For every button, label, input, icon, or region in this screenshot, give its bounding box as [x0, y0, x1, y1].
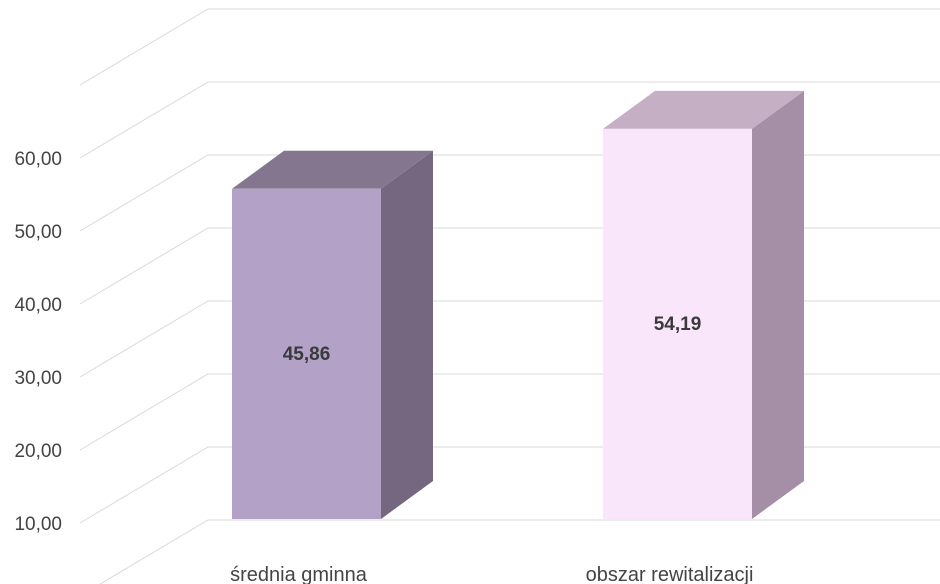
category-label: obszar rewitalizacji [586, 564, 754, 584]
gridlines [79, 8, 940, 584]
y-tick-label: 30,00 [14, 368, 62, 389]
data-label: 54,19 [654, 314, 702, 335]
x-axis-categories: średnia gminna obszar rewitalizacji [230, 564, 753, 584]
bar-side-face [752, 90, 804, 519]
category-label: średnia gminna [230, 564, 368, 584]
bar-side-face [381, 150, 433, 520]
gridline [99, 519, 940, 584]
gridline [79, 300, 940, 378]
data-label: 45,86 [283, 344, 331, 365]
y-tick-label: 50,00 [14, 222, 62, 243]
y-tick-label: 40,00 [14, 295, 62, 316]
y-tick-label: 10,00 [14, 514, 62, 535]
bar-top-face [232, 150, 433, 189]
gridline [79, 8, 940, 86]
bars: 45,86 54,19 [232, 90, 804, 520]
gridline [79, 373, 940, 451]
gridline [79, 81, 940, 159]
y-tick-label: 60,00 [14, 149, 62, 170]
bar-1: 54,19 [603, 90, 804, 519]
bar-top-face [603, 90, 804, 129]
bar-front-face [603, 128, 752, 519]
gridline [79, 446, 940, 524]
bar-0: 45,86 [232, 150, 433, 520]
gridline [79, 227, 940, 305]
gridline [79, 154, 940, 232]
y-tick-label: 20,00 [14, 441, 62, 462]
bar-front-face [232, 188, 381, 520]
